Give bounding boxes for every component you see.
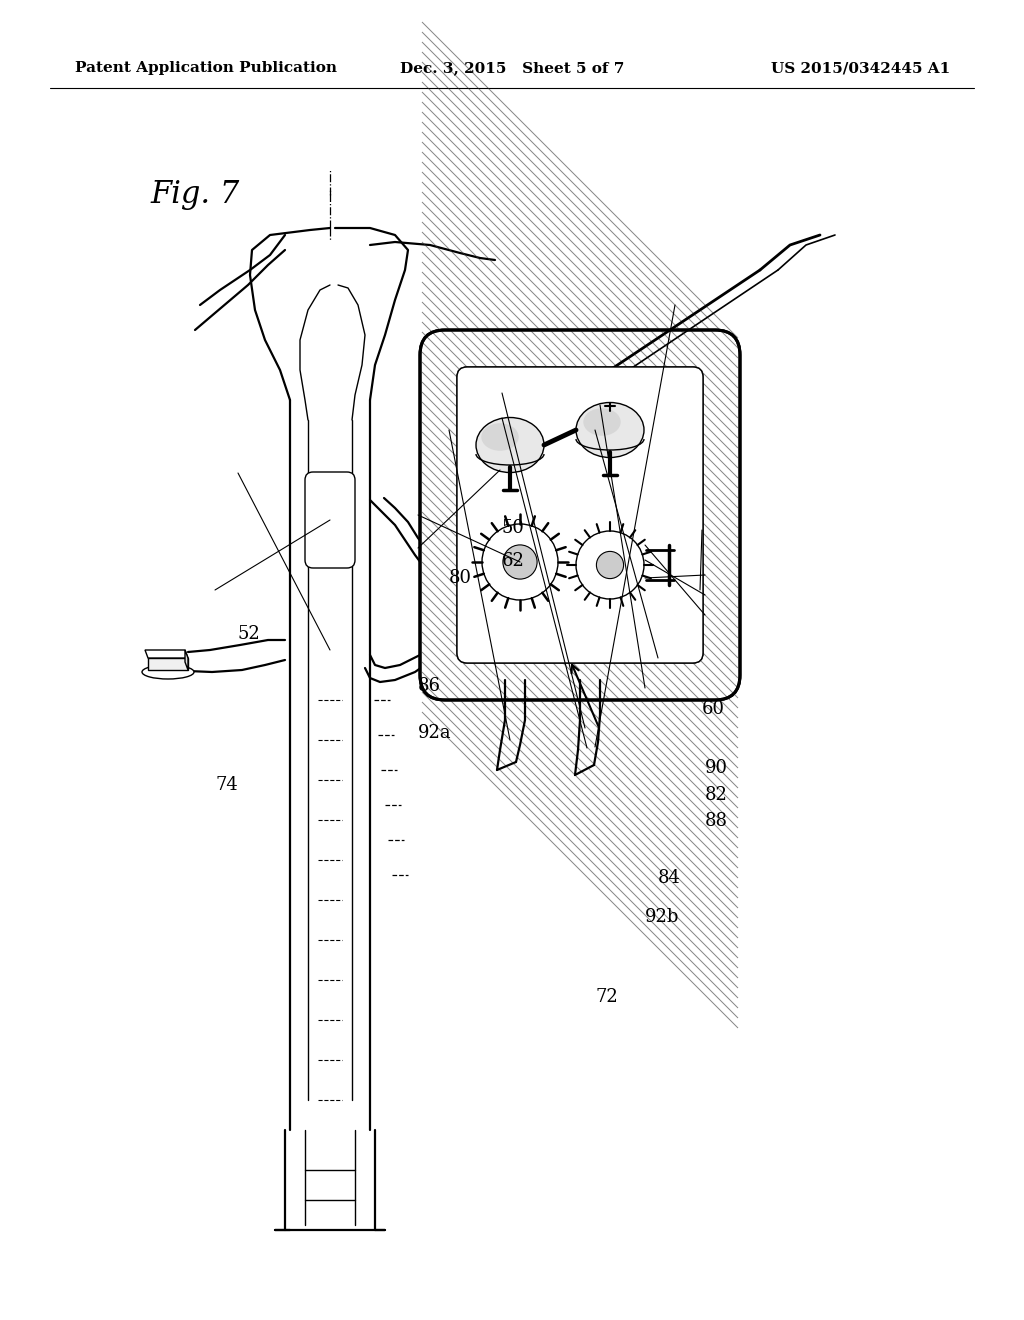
Text: 50: 50 [502,519,524,537]
Text: 74: 74 [215,776,238,795]
Ellipse shape [476,417,544,473]
Text: 86: 86 [418,677,440,696]
Text: 92b: 92b [645,908,680,927]
Text: 62: 62 [502,552,524,570]
Circle shape [482,524,558,601]
FancyBboxPatch shape [420,330,740,700]
FancyBboxPatch shape [305,473,355,568]
Circle shape [575,531,644,599]
FancyBboxPatch shape [457,367,703,663]
Text: 88: 88 [705,812,727,830]
Circle shape [596,552,624,578]
Text: Dec. 3, 2015   Sheet 5 of 7: Dec. 3, 2015 Sheet 5 of 7 [399,61,625,75]
Text: 84: 84 [657,869,680,887]
FancyBboxPatch shape [457,367,703,663]
Text: 52: 52 [238,624,260,643]
Text: 90: 90 [705,759,727,777]
Ellipse shape [575,403,644,458]
Text: 92a: 92a [418,723,452,742]
Text: 80: 80 [449,569,471,587]
Polygon shape [145,649,188,657]
Polygon shape [148,657,188,671]
Circle shape [503,545,538,579]
Text: 72: 72 [596,987,618,1006]
Ellipse shape [481,424,519,450]
Ellipse shape [142,665,194,678]
Text: 82: 82 [705,785,727,804]
Text: Fig. 7: Fig. 7 [150,180,240,210]
Polygon shape [185,649,188,671]
Text: US 2015/0342445 A1: US 2015/0342445 A1 [771,61,950,75]
Text: Patent Application Publication: Patent Application Publication [75,61,337,75]
Text: 60: 60 [701,700,724,718]
Ellipse shape [584,408,621,436]
